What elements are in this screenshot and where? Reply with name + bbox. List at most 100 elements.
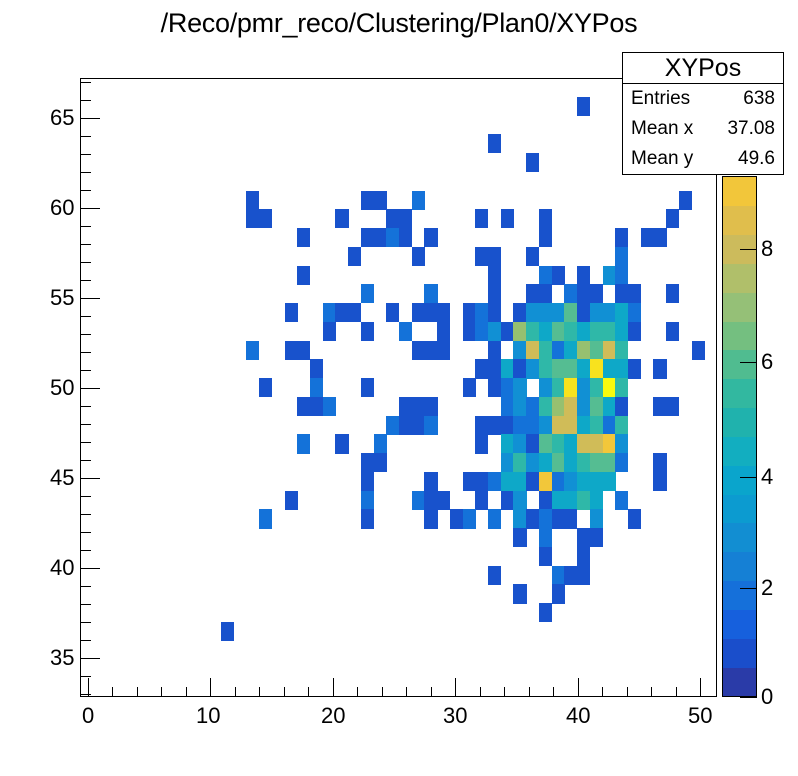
x-tick-label: 30 bbox=[443, 703, 468, 728]
color-scale-band bbox=[723, 523, 756, 553]
heatmap-cell bbox=[589, 303, 603, 323]
heatmap-cell bbox=[577, 321, 591, 341]
heatmap-cell bbox=[551, 359, 565, 379]
heatmap-cell bbox=[577, 546, 591, 567]
heatmap-cell bbox=[475, 359, 489, 379]
stats-row-entries: Entries 638 bbox=[631, 84, 775, 114]
z-tick-label: 6 bbox=[761, 349, 774, 374]
heatmap-cell bbox=[246, 340, 260, 360]
heatmap-cell bbox=[564, 509, 578, 529]
y-tick bbox=[81, 370, 91, 371]
heatmap-cell bbox=[360, 321, 374, 341]
x-tick-label: 10 bbox=[196, 703, 221, 728]
stats-label: Mean y bbox=[631, 148, 694, 169]
heatmap-cell bbox=[653, 228, 667, 248]
heatmap-cell bbox=[564, 284, 578, 304]
heatmap-cell bbox=[513, 584, 527, 604]
heatmap-cell bbox=[488, 284, 502, 304]
y-tick bbox=[81, 298, 100, 299]
heatmap-cell bbox=[500, 209, 514, 229]
z-tick-label: 4 bbox=[761, 464, 774, 489]
heatmap-cell bbox=[488, 303, 502, 323]
stats-title: XYPos bbox=[623, 53, 783, 84]
y-tick bbox=[81, 316, 91, 317]
heatmap-cell bbox=[411, 490, 425, 510]
heatmap-cell bbox=[488, 359, 502, 379]
stats-row-mean-y: Mean y 49.6 bbox=[631, 144, 775, 174]
heatmap-cell bbox=[399, 228, 413, 248]
y-tick bbox=[81, 82, 91, 83]
y-tick bbox=[81, 190, 91, 191]
heatmap-cell bbox=[411, 340, 425, 360]
heatmap-cell bbox=[551, 378, 565, 398]
y-tick bbox=[81, 586, 91, 587]
heatmap-cell bbox=[360, 509, 374, 529]
heatmap-cell bbox=[564, 396, 578, 417]
heatmap-cell bbox=[513, 453, 527, 473]
heatmap-cell bbox=[615, 415, 629, 435]
heatmap-cell bbox=[678, 190, 692, 210]
heatmap-cell bbox=[462, 378, 476, 398]
y-tick bbox=[81, 550, 91, 551]
heatmap-cell bbox=[462, 303, 476, 323]
heatmap-cell bbox=[360, 490, 374, 510]
x-tick bbox=[210, 678, 212, 697]
heatmap-cell bbox=[589, 471, 603, 492]
heatmap-cell bbox=[653, 396, 667, 417]
heatmap-cell bbox=[220, 621, 235, 642]
heatmap-cell bbox=[297, 265, 311, 285]
y-tick bbox=[81, 460, 91, 461]
heatmap-cell bbox=[488, 340, 502, 360]
heatmap-cell bbox=[513, 321, 527, 341]
heatmap-cell bbox=[602, 340, 616, 360]
heatmap-cell bbox=[411, 415, 425, 435]
heatmap-cell bbox=[526, 284, 540, 304]
heatmap-cell bbox=[500, 415, 514, 435]
heatmap-cell bbox=[526, 246, 540, 266]
heatmap-cell bbox=[602, 471, 616, 492]
x-tick-label: 40 bbox=[566, 703, 591, 728]
heatmap-cell bbox=[513, 415, 527, 435]
heatmap-cell bbox=[564, 490, 578, 510]
x-tick bbox=[553, 687, 555, 697]
color-scale-band bbox=[723, 378, 756, 409]
heatmap-cell bbox=[564, 415, 578, 435]
z-tick bbox=[740, 249, 757, 250]
y-tick-label: 50 bbox=[50, 375, 75, 400]
heatmap-cell bbox=[551, 396, 565, 417]
z-tick-label: 8 bbox=[761, 236, 774, 261]
color-scale-band bbox=[723, 436, 756, 466]
x-tick bbox=[283, 687, 285, 697]
heatmap-cell bbox=[564, 471, 578, 492]
stats-box[interactable]: XYPos Entries 638 Mean x 37.08 Mean y 49… bbox=[622, 52, 784, 175]
heatmap-cell bbox=[373, 190, 387, 210]
y-tick-label: 60 bbox=[50, 195, 75, 220]
heatmap-cell bbox=[564, 378, 578, 398]
x-tick bbox=[112, 687, 114, 697]
heatmap-cell bbox=[360, 284, 374, 304]
y-tick bbox=[81, 280, 91, 281]
color-scale-band bbox=[723, 177, 756, 207]
heatmap-cell bbox=[551, 340, 565, 360]
heatmap-cell bbox=[577, 434, 591, 454]
heatmap-cell bbox=[500, 396, 514, 417]
color-scale-band bbox=[723, 667, 756, 697]
heatmap-cell bbox=[488, 415, 502, 435]
heatmap-cell bbox=[424, 509, 438, 529]
heatmap-cell bbox=[577, 378, 591, 398]
heatmap-cell bbox=[513, 378, 527, 398]
heatmap-cell bbox=[538, 284, 553, 304]
heatmap-cell bbox=[488, 509, 502, 529]
heatmap-cell bbox=[500, 321, 514, 341]
heatmap-cell bbox=[449, 509, 463, 529]
heatmap-cell bbox=[589, 509, 603, 529]
heatmap-cell bbox=[526, 153, 540, 173]
heatmap-cell bbox=[589, 396, 603, 417]
heatmap-cell bbox=[538, 603, 553, 623]
heatmap-cell bbox=[615, 265, 629, 285]
heatmap-cell bbox=[322, 321, 336, 341]
heatmap-cell bbox=[589, 434, 603, 454]
heatmap-cell bbox=[564, 565, 578, 585]
heatmap-cell bbox=[386, 303, 400, 323]
heatmap-cell bbox=[602, 415, 616, 435]
